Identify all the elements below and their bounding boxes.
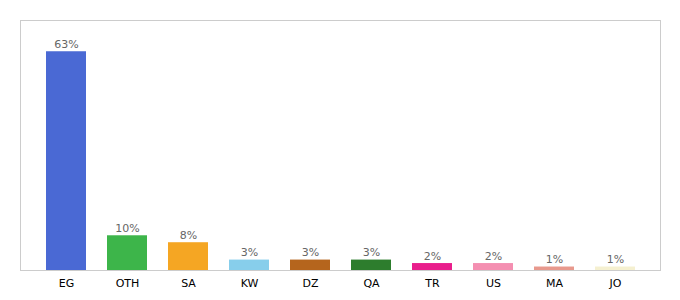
svg-text:10%: 10%	[115, 222, 139, 235]
svg-text:3%: 3%	[241, 246, 258, 259]
svg-text:US: US	[486, 277, 501, 290]
svg-text:1%: 1%	[546, 253, 563, 266]
svg-text:JO: JO	[609, 277, 622, 290]
svg-text:2%: 2%	[424, 250, 441, 263]
svg-text:1%: 1%	[607, 253, 624, 266]
svg-text:SA: SA	[181, 277, 196, 290]
svg-text:MA: MA	[546, 277, 563, 290]
svg-text:DZ: DZ	[302, 277, 318, 290]
svg-text:EG: EG	[59, 277, 74, 290]
svg-text:OTH: OTH	[116, 277, 140, 290]
svg-text:8%: 8%	[180, 229, 197, 242]
svg-text:QA: QA	[363, 277, 380, 290]
svg-text:TR: TR	[424, 277, 440, 290]
svg-text:2%: 2%	[485, 250, 502, 263]
svg-text:3%: 3%	[302, 246, 319, 259]
svg-text:63%: 63%	[54, 38, 78, 51]
svg-text:KW: KW	[241, 277, 259, 290]
svg-text:3%: 3%	[363, 246, 380, 259]
